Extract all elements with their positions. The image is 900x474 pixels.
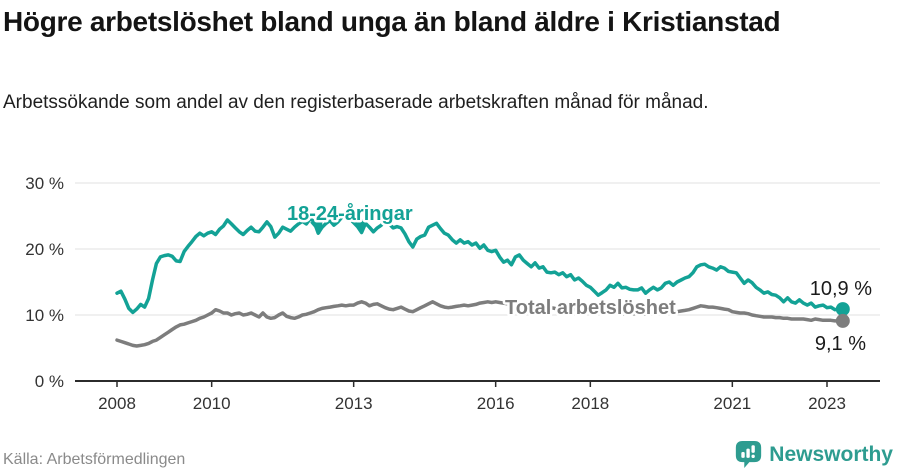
newsworthy-logo: Newsworthy (735, 440, 893, 469)
chart-subtitle: Arbetssökande som andel av den registerb… (3, 92, 709, 113)
series-line (115, 212, 845, 315)
chart-title: Högre arbetslöshet bland unga än bland ä… (3, 6, 781, 37)
x-axis-label: 2023 (808, 394, 846, 413)
end-value-label-youth: 10,9 % (810, 278, 872, 300)
y-axis-label: 20 % (25, 240, 64, 259)
x-axis-label: 2008 (98, 394, 136, 413)
brand-name: Newsworthy (769, 442, 893, 466)
x-axis-label: 2013 (335, 394, 373, 413)
annotation-arrow-icon (353, 218, 367, 234)
source-attribution: Källa: Arbetsförmedlingen (3, 451, 186, 468)
series-line (115, 300, 845, 348)
x-axis-label: 2016 (477, 394, 515, 413)
y-axis-label: 30 % (25, 174, 64, 193)
series-lines (115, 212, 850, 348)
end-value-label-total: 9,1 % (815, 333, 866, 355)
series-label-total: Total arbetslöshet (505, 297, 676, 319)
gridlines (75, 182, 880, 316)
x-axis-label: 2018 (571, 394, 609, 413)
series-end-dot (835, 302, 850, 317)
x-axis-label: 2010 (193, 394, 231, 413)
series-label-youth: 18-24-åringar (287, 202, 413, 225)
axes: 0 % 10 % 20 % 30 % 2008 2010 2013 2016 2018 2021 2… (25, 174, 880, 413)
y-axis-label: 0 % (35, 372, 64, 391)
annotation-arrow-icon (309, 218, 324, 235)
series-end-dot (835, 313, 850, 328)
y-axis-label: 10 % (25, 306, 64, 325)
x-axis-label: 2021 (713, 394, 751, 413)
newsworthy-bubble-icon (736, 441, 762, 468)
